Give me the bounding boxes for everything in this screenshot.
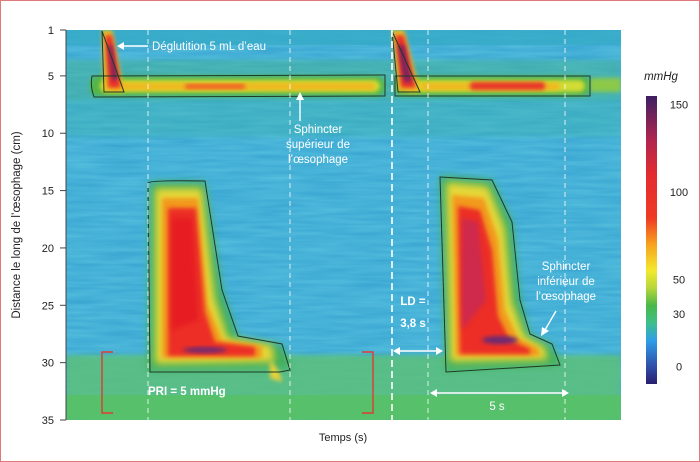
- colorbar: mmHg 0 30 50 100 150: [644, 71, 688, 384]
- les-annotation: Sphincter inférieur de l’œsophage: [536, 261, 596, 336]
- y-tick-label: 10: [42, 128, 54, 140]
- les-pressure-1: [148, 182, 290, 382]
- ues-label-line-3: l’œsophage: [288, 154, 348, 166]
- time-gridlines: [147, 30, 566, 420]
- ues-annotation: Sphincter supérieur de l’œsophage: [286, 92, 350, 166]
- les-label-line-2: inférieur de: [537, 276, 595, 288]
- y-tick-label: 15: [42, 186, 54, 198]
- y-tick-label: 20: [42, 243, 54, 255]
- duration-annotation: 5 s: [430, 389, 569, 413]
- dl-annotation: LD = 3,8 s: [393, 296, 443, 355]
- isobaric-contours: [90, 30, 591, 373]
- y-axis-label: Distance le long de l’œsophage (cm): [11, 131, 23, 318]
- swallow-label: Déglutition 5 mL d’eau: [152, 41, 266, 53]
- annotations: Déglutition 5 mL d’eau Sphincter supérie…: [101, 41, 596, 414]
- y-tick-label: 5: [48, 71, 54, 83]
- colorbar-title: mmHg: [644, 71, 678, 83]
- colorbar-tick-label: 30: [673, 309, 685, 321]
- irp-label: PRI = 5 mmHg: [148, 386, 226, 398]
- band-proximal: [66, 97, 621, 137]
- colorbar-tick-label: 0: [676, 362, 682, 374]
- swallow-annotation: Déglutition 5 mL d’eau: [117, 41, 266, 53]
- irp-annotation: PRI = 5 mmHg: [101, 351, 374, 414]
- les-label-line-3: l’œsophage: [536, 291, 596, 303]
- heatmap-area: [66, 30, 621, 420]
- ues-band: [90, 76, 621, 96]
- dl-label-line-1: LD =: [400, 296, 426, 308]
- band-bottom: [66, 395, 621, 420]
- band-top: [66, 30, 621, 45]
- colorbar-tick-label: 100: [670, 187, 688, 199]
- colorbar-tick-label: 50: [673, 274, 685, 286]
- ues-label-line-2: supérieur de: [286, 139, 350, 151]
- colorbar-tick-label: 150: [670, 100, 688, 112]
- ues-label-line-1: Sphincter: [294, 124, 343, 136]
- y-tick-label: 30: [42, 358, 54, 370]
- dl-label-line-2: 3,8 s: [400, 318, 426, 330]
- y-tick-label: 1: [48, 25, 54, 37]
- colorbar-ticks: 0 30 50 100 150: [670, 100, 688, 374]
- les-pressure-2: [440, 176, 560, 370]
- y-tick-label: 35: [42, 415, 54, 427]
- les-label-line-1: Sphincter: [542, 261, 591, 273]
- x-axis-label: Temps (s): [319, 432, 367, 444]
- colorbar-gradient: [646, 96, 657, 384]
- duration-label: 5 s: [489, 401, 505, 413]
- y-tick-label: 25: [42, 300, 54, 312]
